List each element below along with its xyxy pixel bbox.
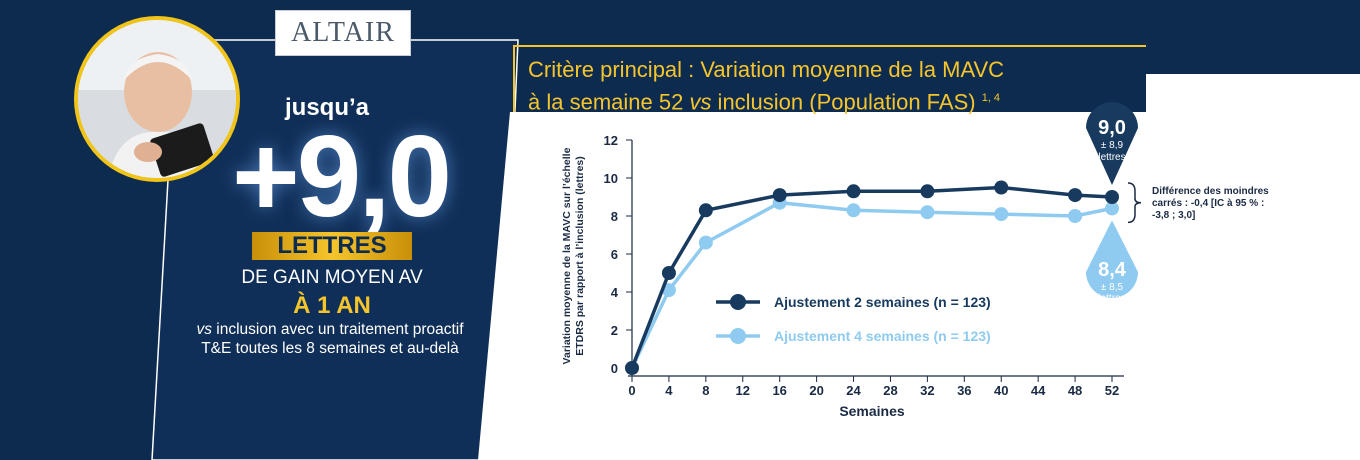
series-2-point xyxy=(698,235,713,250)
x-tick-label: 32 xyxy=(920,383,934,398)
x-tick-label: 20 xyxy=(809,383,823,398)
x-tick-label: 44 xyxy=(1031,383,1046,398)
difference-brace xyxy=(1127,182,1142,224)
series-1-point xyxy=(772,188,787,203)
chart-title-line1: Critère principal : Variation moyenne de… xyxy=(528,57,1005,82)
x-tick-label: 24 xyxy=(846,383,861,398)
ls-difference-note: Différence des moindres carrés : -0,4 [I… xyxy=(1152,186,1269,221)
callout-bottom-sub1: ± 8,5 xyxy=(1101,282,1124,293)
legend-marker-1 xyxy=(730,294,746,310)
y-tick-label: 0 xyxy=(611,361,618,376)
series-2-point xyxy=(994,207,1009,222)
y-axis-title-line: ETDRS par rapport à l’inclusion (lettres… xyxy=(574,156,586,356)
series-2-point xyxy=(1068,209,1083,223)
series-1-point xyxy=(1105,190,1119,204)
x-tick-label: 40 xyxy=(994,383,1008,398)
x-tick-label: 28 xyxy=(883,383,897,398)
regime-rest: inclusion avec un traitement proactif T&… xyxy=(201,321,464,357)
brand-logo: ALTAIR xyxy=(275,10,411,56)
y-axis-title: Variation moyenne de la MAVC sur l’échel… xyxy=(561,147,586,364)
x-tick-label: 8 xyxy=(702,383,709,398)
y-axis-title-line: Variation moyenne de la MAVC sur l’échel… xyxy=(561,147,573,364)
callout-top-value: 9,0 xyxy=(1098,117,1126,139)
series-1-point xyxy=(661,266,676,280)
y-tick-label: 8 xyxy=(611,209,618,224)
series-2-point xyxy=(1105,201,1119,216)
series-1-point xyxy=(1068,188,1083,203)
callout-top-sub2: lettres xyxy=(1098,152,1125,163)
y-tick-label: 10 xyxy=(604,171,618,186)
callout-pin-bottom xyxy=(1086,220,1138,298)
series-1-point xyxy=(625,361,639,375)
x-tick-label: 12 xyxy=(736,383,750,398)
y-tick-label: 2 xyxy=(611,323,618,338)
x-tick-label: 48 xyxy=(1068,383,1082,398)
y-tick-label: 4 xyxy=(611,285,619,300)
promo-when: À 1 AN xyxy=(293,292,371,319)
title-italic: vs xyxy=(689,89,712,115)
title-part-b: inclusion (Population FAS) xyxy=(711,89,982,115)
legend-marker-2 xyxy=(730,328,746,344)
series-1-point xyxy=(994,180,1009,195)
patient-photo xyxy=(74,16,240,182)
promo-headline: +9,0 xyxy=(232,111,452,241)
series-1-point xyxy=(698,203,713,218)
y-tick-label: 12 xyxy=(604,133,618,148)
promo-badge: LETTRES xyxy=(252,232,412,260)
legend-label-2: Ajustement 4 semaines (n = 123) xyxy=(774,328,991,344)
series-2-point xyxy=(920,205,935,220)
legend-label-1: Ajustement 2 semaines (n = 123) xyxy=(774,294,991,310)
x-tick-label: 4 xyxy=(665,383,673,398)
series-1-point xyxy=(846,184,861,199)
callout-pin-top xyxy=(1086,102,1138,185)
x-tick-label: 52 xyxy=(1105,383,1119,398)
series-2-point xyxy=(846,203,861,218)
promo-regime: vs inclusion avec un traitement proactif… xyxy=(180,320,480,358)
x-tick-label: 0 xyxy=(628,383,635,398)
series-1-point xyxy=(920,184,935,199)
x-tick-label: 16 xyxy=(772,383,786,398)
callout-bottom-value: 8,4 xyxy=(1098,259,1127,281)
title-refs: 1, 4 xyxy=(981,92,1001,104)
x-tick-label: 36 xyxy=(957,383,971,398)
callout-bottom-sub2: lettres xyxy=(1098,293,1125,304)
promo-gain: DE GAIN MOYEN AV xyxy=(241,267,423,288)
chart-title: Critère principal : Variation moyenne de… xyxy=(528,56,1004,116)
promo-prefix: jusqu’a xyxy=(285,94,370,121)
y-tick-label: 6 xyxy=(611,247,618,262)
regime-italic: vs xyxy=(196,321,212,338)
x-axis-title: Semaines xyxy=(839,403,905,419)
title-part-a: à la semaine 52 xyxy=(528,89,690,115)
callout-top-sub1: ± 8,9 xyxy=(1101,140,1124,151)
chart-title-line2: à la semaine 52 vs inclusion (Population… xyxy=(528,84,1004,116)
